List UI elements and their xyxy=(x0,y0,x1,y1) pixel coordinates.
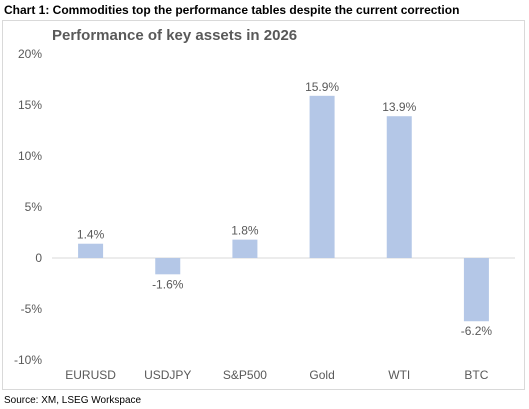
y-tick-label: 10% xyxy=(18,149,42,163)
bar xyxy=(386,116,412,258)
y-tick-label: -5% xyxy=(21,302,43,316)
bar xyxy=(155,258,181,275)
data-label: 1.8% xyxy=(231,224,259,238)
y-tick-label: 15% xyxy=(18,98,42,112)
data-label: 13.9% xyxy=(382,100,416,114)
x-tick-label: BTC xyxy=(464,368,488,382)
y-tick-label: 20% xyxy=(18,47,42,61)
bar xyxy=(309,95,335,258)
x-tick-label: Gold xyxy=(309,368,334,382)
bar xyxy=(232,239,258,258)
data-label: -6.2% xyxy=(461,324,493,338)
data-label: 1.4% xyxy=(77,228,105,242)
x-tick-label: EURUSD xyxy=(65,368,116,382)
chart-title: Performance of key assets in 2026 xyxy=(52,27,298,44)
x-tick-label: WTI xyxy=(388,368,410,382)
data-label: -1.6% xyxy=(152,277,184,291)
bar xyxy=(78,243,104,258)
x-tick-label: USDJPY xyxy=(144,368,191,382)
figure-caption: Chart 1: Commodities top the performance… xyxy=(4,3,460,17)
x-tick-label: S&P500 xyxy=(223,368,267,382)
y-tick-label: -10% xyxy=(14,353,42,367)
y-tick-label: 0 xyxy=(35,251,42,265)
chart-frame xyxy=(2,20,525,390)
bar xyxy=(463,258,489,322)
source-note: Source: XM, LSEG Workspace xyxy=(4,395,142,406)
data-label: 15.9% xyxy=(305,80,339,94)
y-tick-label: 5% xyxy=(25,200,43,214)
